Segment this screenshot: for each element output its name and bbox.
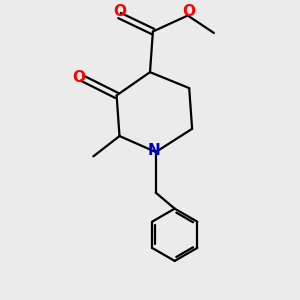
Text: N: N [148,143,161,158]
Text: O: O [72,70,85,86]
Text: O: O [113,4,126,19]
Text: O: O [182,4,195,19]
